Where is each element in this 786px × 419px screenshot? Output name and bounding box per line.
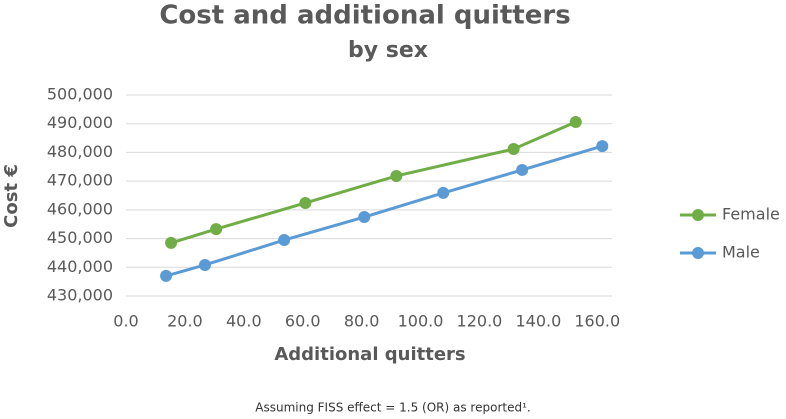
data-point: [210, 223, 223, 236]
series-line: [165, 144, 603, 278]
x-axis-title: Additional quitters: [274, 344, 465, 365]
x-tick-label: 140.0: [515, 312, 561, 331]
legend-label: Male: [722, 243, 760, 262]
x-tick-label: 80.0: [344, 312, 380, 331]
legend-marker: [692, 209, 704, 221]
data-point: [437, 186, 450, 199]
data-point: [165, 236, 178, 249]
y-tick-label: 490,000: [47, 113, 113, 132]
data-point: [516, 163, 529, 176]
data-point: [358, 211, 371, 224]
data-point: [299, 196, 312, 209]
data-point: [596, 140, 609, 153]
x-tick-label: 120.0: [457, 312, 503, 331]
legend-marker: [692, 247, 704, 259]
series-line: [170, 120, 577, 245]
chart-title: Cost and additional quitters: [159, 1, 570, 31]
x-tick-label: 40.0: [226, 312, 262, 331]
y-tick-label: 430,000: [47, 286, 113, 305]
x-tick-label: 20.0: [167, 312, 203, 331]
y-tick-label: 500,000: [47, 85, 113, 104]
x-tick-label: 60.0: [285, 312, 321, 331]
y-tick-label: 470,000: [47, 171, 113, 190]
data-point: [278, 234, 291, 247]
y-tick-label: 460,000: [47, 199, 113, 218]
data-point: [390, 169, 403, 182]
y-tick-label: 450,000: [47, 228, 113, 247]
data-point: [507, 142, 520, 155]
x-tick-label: 160.0: [574, 312, 620, 331]
legend-label: Female: [722, 205, 780, 224]
footnote: Assuming FISS effect = 1.5 (OR) as repor…: [255, 401, 530, 415]
data-point: [569, 115, 582, 128]
chart-subtitle: by sex: [348, 38, 428, 63]
x-tick-label: 100.0: [398, 312, 444, 331]
y-tick-label: 440,000: [47, 257, 113, 276]
data-point: [160, 269, 173, 282]
y-tick-label: 480,000: [47, 142, 113, 161]
data-point: [198, 258, 211, 271]
x-tick-label: 0.0: [113, 312, 138, 331]
y-axis-title: Cost €: [1, 164, 22, 228]
